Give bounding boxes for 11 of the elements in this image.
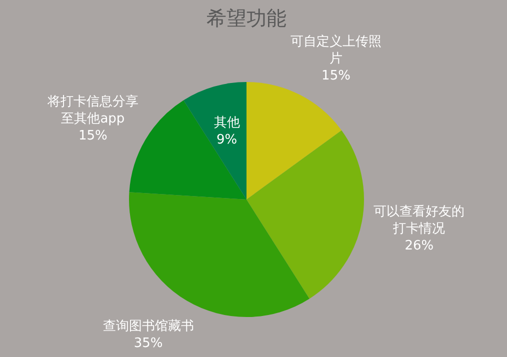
data-label: 9%	[216, 132, 238, 148]
data-label: 35%	[134, 336, 163, 351]
data-label: 15%	[322, 68, 350, 84]
slice-label: 其他	[214, 116, 240, 131]
slice-label: 将打卡信息分享至其他app	[46, 94, 138, 127]
slice-label: 可以查看好友的打卡情况	[374, 204, 465, 236]
chart-title: 希望功能	[206, 6, 286, 30]
slice-label: 可自定义上传照片	[290, 34, 382, 67]
slice-label: 查询图书馆藏书	[102, 318, 194, 334]
data-label: 15%	[78, 128, 108, 144]
data-label: 26%	[404, 238, 434, 254]
